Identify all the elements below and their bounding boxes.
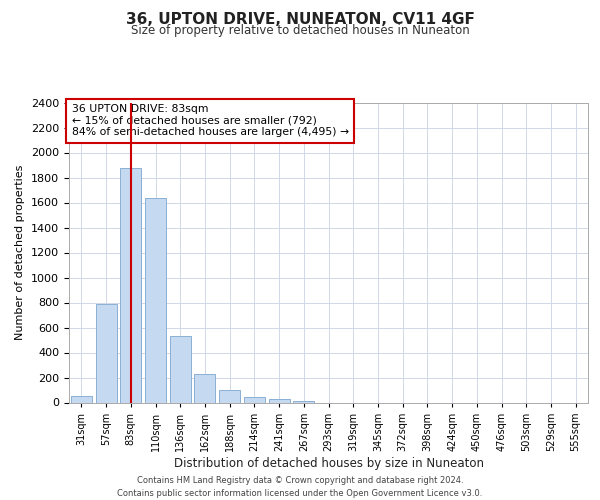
Text: Contains HM Land Registry data © Crown copyright and database right 2024.
Contai: Contains HM Land Registry data © Crown c… [118,476,482,498]
Bar [293,400,314,402]
Bar [95,304,116,402]
Bar [194,374,215,402]
Bar [269,400,290,402]
Text: 36 UPTON DRIVE: 83sqm
← 15% of detached houses are smaller (792)
84% of semi-det: 36 UPTON DRIVE: 83sqm ← 15% of detached … [71,104,349,137]
Text: Distribution of detached houses by size in Nuneaton: Distribution of detached houses by size … [174,458,484,470]
Bar [145,198,166,402]
Bar [120,168,141,402]
Bar [71,396,92,402]
Bar [244,397,265,402]
Bar [219,390,240,402]
Text: 36, UPTON DRIVE, NUNEATON, CV11 4GF: 36, UPTON DRIVE, NUNEATON, CV11 4GF [125,12,475,28]
Text: Size of property relative to detached houses in Nuneaton: Size of property relative to detached ho… [131,24,469,37]
Bar [170,336,191,402]
Y-axis label: Number of detached properties: Number of detached properties [16,165,25,340]
